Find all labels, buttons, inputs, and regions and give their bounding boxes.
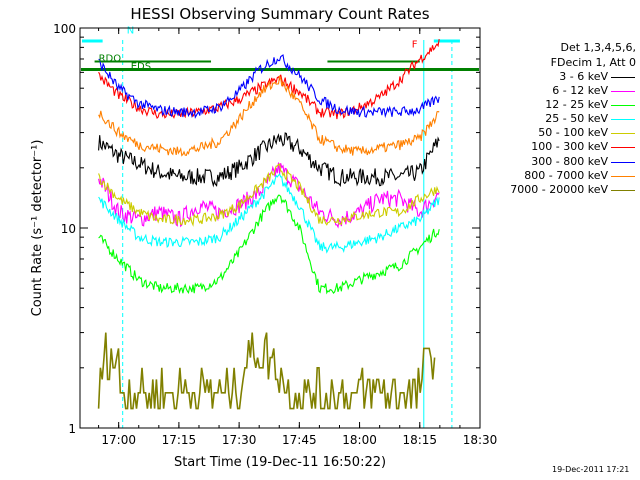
- legend-swatch: [611, 161, 635, 163]
- legend-entry: 7000 - 20000 keV: [482, 183, 638, 197]
- legend-entry: 800 - 7000 keV: [482, 169, 638, 183]
- series-line-50-100-kev: [98, 163, 440, 227]
- series-line-12-25-kev: [98, 194, 440, 295]
- legend-label: 3 - 6 keV: [559, 70, 608, 83]
- x-tick-label: 17:15: [162, 433, 197, 447]
- plot-frame: [79, 27, 481, 429]
- series-line-3-6-kev: [98, 132, 440, 188]
- timestamp: 19-Dec-2011 17:21: [552, 465, 630, 474]
- legend-entry: 12 - 25 keV: [482, 98, 638, 112]
- state-annotation: EDS: [131, 62, 151, 73]
- series-layer: [97, 39, 440, 410]
- state-annotation: RDO: [99, 53, 122, 64]
- legend-swatch: [611, 119, 635, 121]
- x-axis-label: Start Time (19-Dec-11 16:50:22): [174, 455, 386, 470]
- x-tick-label: 18:30: [463, 433, 498, 447]
- legend-swatch: [611, 189, 635, 191]
- legend-swatch: [611, 77, 635, 78]
- x-tick-label: 17:00: [101, 433, 136, 447]
- legend-entry: 100 - 300 keV: [482, 140, 638, 154]
- state-annotation: N: [127, 25, 134, 36]
- y-tick-label: 10: [61, 222, 76, 236]
- legend-swatch: [611, 147, 635, 149]
- legend-entry: 50 - 100 keV: [482, 126, 638, 140]
- x-tick-label: 17:30: [222, 433, 257, 447]
- legend-swatch: [611, 175, 635, 177]
- legend: 3 - 6 keV 6 - 12 keV 12 - 25 keV 25 - 50 ke…: [482, 70, 638, 197]
- legend-label: 25 - 50 keV: [545, 112, 608, 126]
- series-line-100-300-kev: [98, 39, 440, 120]
- legend-swatch: [611, 133, 635, 135]
- x-tick-label: 18:00: [342, 433, 377, 447]
- legend-label: 800 - 7000 keV: [524, 168, 608, 182]
- legend-label: 50 - 100 keV: [538, 126, 608, 140]
- legend-swatch: [611, 105, 635, 107]
- legend-swatch: [611, 91, 635, 93]
- legend-label: 6 - 12 keV: [552, 84, 608, 98]
- series-line-7000-20000-kev: [97, 332, 436, 410]
- legend-header-line-1: Det 1,3,4,5,6,: [560, 41, 636, 54]
- y-tick-label: 100: [53, 22, 76, 36]
- legend-label: 12 - 25 keV: [545, 98, 608, 112]
- legend-label: 7000 - 20000 keV: [510, 182, 608, 196]
- chart-title: HESSI Observing Summary Count Rates: [130, 5, 429, 23]
- x-tick-label: 17:45: [282, 433, 317, 447]
- x-tick-label: 18:15: [402, 433, 437, 447]
- legend-label: 300 - 800 keV: [531, 154, 608, 168]
- series-line-300-800-kev: [98, 54, 440, 119]
- legend-entry: 300 - 800 keV: [482, 155, 638, 169]
- legend-entry: 6 - 12 keV: [482, 84, 638, 98]
- legend-entry: 3 - 6 keV: [482, 70, 638, 84]
- axes-layer: 17:00 17:15 17:30 17:45 18:00 18:15 18:30 1 10 10…: [53, 22, 497, 447]
- legend-header-line-2: FDecim 1, Att 0: [550, 56, 636, 69]
- state-annotation: F: [412, 39, 418, 50]
- legend-entry: 25 - 50 keV: [482, 112, 638, 126]
- series-line-800-7000-kev: [98, 75, 440, 157]
- legend-header: Det 1,3,4,5,6, FDecim 1, Att 0: [488, 40, 636, 70]
- annotation-layer: N RDO EDS F: [99, 25, 418, 72]
- y-axis-label: Count Rate (s⁻¹ detector⁻¹): [30, 140, 45, 317]
- series-line-25-50-kev: [98, 173, 440, 254]
- y-tick-label: 1: [68, 422, 76, 436]
- legend-label: 100 - 300 keV: [531, 140, 608, 154]
